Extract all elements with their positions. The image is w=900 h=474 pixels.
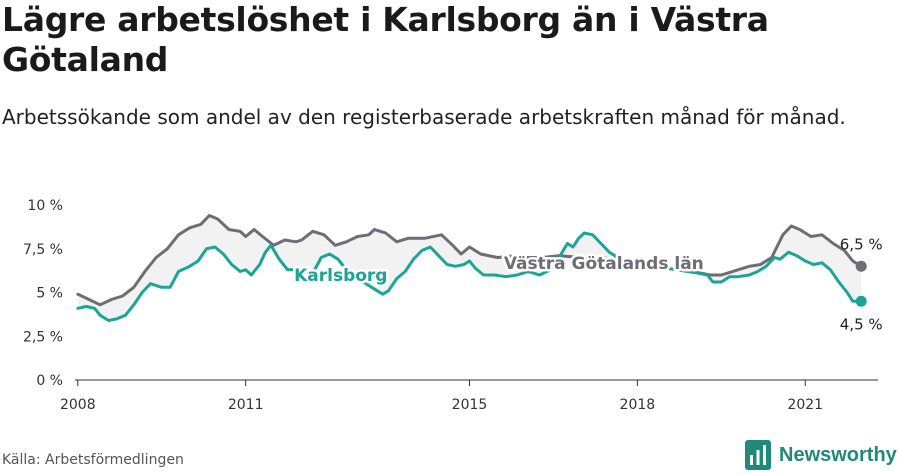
x-tick-label: 2015 (452, 397, 488, 413)
line-chart: 0 % 2,5 % 5 % 7,5 % 10 % 2008 2011 2015 2018 2021… (23, 198, 883, 413)
y-tick-label: 5 % (36, 286, 63, 302)
chart-title: Lägre arbetslöshet i Karlsborg än i Väst… (2, 0, 769, 79)
chart-subtitle: Arbetssökande som andel av den registerb… (2, 105, 846, 129)
series-line-v-stra-g-talands-l-n (76, 214, 863, 307)
x-tick-label: 2011 (228, 397, 264, 413)
brand-logo: Newsworthy (745, 440, 897, 470)
y-tick-label: 10 % (27, 198, 63, 214)
x-tick-label: 2008 (60, 397, 96, 413)
newsworthy-logo-icon (745, 440, 771, 470)
source-note: Källa: Arbetsförmedlingen (2, 452, 184, 468)
y-tick-label: 0 % (36, 373, 63, 389)
y-tick-label: 2,5 % (23, 329, 63, 345)
series-line-karlsborg (76, 231, 863, 322)
end-label-karlsborg: 4,5 % (840, 315, 883, 333)
x-tick-label: 2021 (787, 397, 823, 413)
y-tick-label: 7,5 % (23, 242, 63, 258)
brand-name: Newsworthy (779, 443, 897, 466)
series-annotation: Västra Götalands län (504, 254, 704, 274)
series-annotation: Karlsborg (294, 266, 387, 286)
end-label-vastra-gotaland: 6,5 % (840, 235, 883, 253)
x-tick-label: 2018 (620, 397, 656, 413)
series-end-point-v-stra-g-talands-l-n (855, 260, 867, 272)
series-end-point-karlsborg (855, 295, 867, 307)
